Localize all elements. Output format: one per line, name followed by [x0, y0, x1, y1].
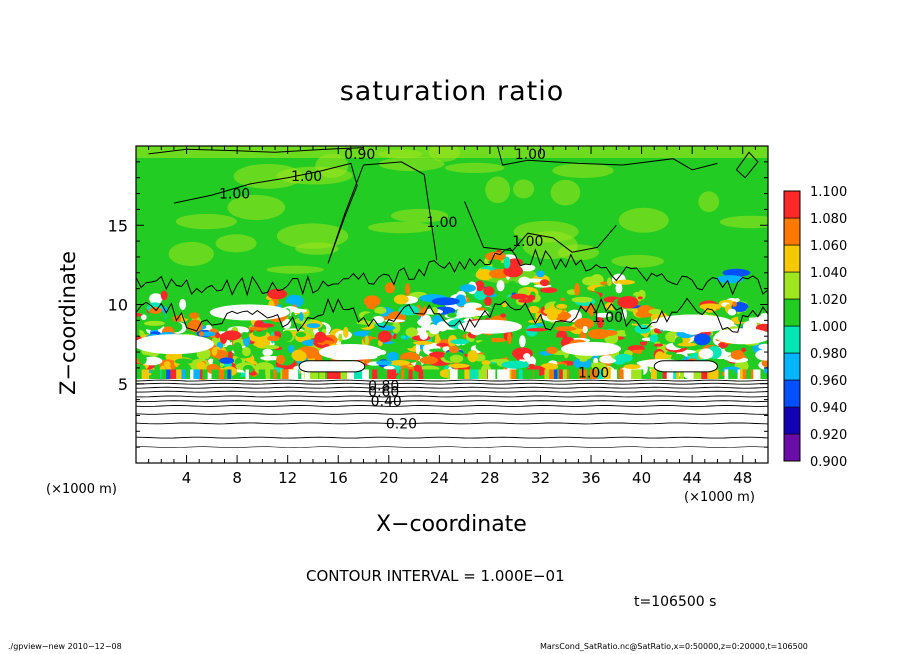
colorbar: 0.900 0.920 0.940 0.960 0.980 1.000 1.020 1.040… — [783, 185, 847, 470]
contour-label: 1.00 — [515, 147, 546, 163]
colorbar-swatch — [783, 406, 801, 435]
colorbar-label: 0.940 — [810, 401, 847, 416]
x-tick-label: 48 — [733, 469, 752, 487]
colorbar-label: 1.060 — [810, 239, 847, 254]
colorbar-label: 1.020 — [810, 293, 847, 308]
colorbar-label: 1.100 — [810, 185, 847, 200]
x-tick-label: 44 — [683, 469, 702, 487]
x-tick-label: 16 — [329, 469, 348, 487]
x-tick-label: 8 — [232, 469, 242, 487]
colorbar-label: 1.040 — [810, 266, 847, 281]
contour-label: 0.40 — [371, 394, 402, 410]
contour-label: 1.00 — [426, 215, 457, 231]
x-unit-label-right: (×1000 m) — [684, 490, 755, 505]
y-axis-label: Z−coordinate — [56, 251, 80, 395]
x-tick-label: 40 — [632, 469, 651, 487]
colorbar-label: 1.080 — [810, 212, 847, 227]
colorbar-swatch — [783, 190, 801, 219]
y-tick-label: 5 — [118, 375, 128, 394]
contour-label: 1.00 — [219, 187, 250, 203]
colorbar-swatch — [783, 217, 801, 246]
colorbar-label: 0.980 — [810, 347, 847, 362]
footer-program-info: ./gpview−new 2010−12−08 — [8, 642, 122, 651]
colorbar-swatch — [783, 379, 801, 408]
colorbar-swatch — [783, 298, 801, 327]
y-tick-label: 15 — [108, 216, 128, 235]
y-tick-label: 10 — [108, 296, 128, 315]
contour-label: 0.90 — [344, 147, 375, 163]
time-stamp: t=106500 s — [634, 594, 717, 610]
x-tick-label: 4 — [182, 469, 192, 487]
contour-label: 1.00 — [592, 310, 623, 326]
contour-label: 1.00 — [578, 366, 609, 382]
x-axis-label: X−coordinate — [376, 512, 527, 537]
contour-lines: 0.20 0.400.600.80 1.00 1.00 1.00 1.00 1.00 1.00… — [136, 146, 768, 448]
contour-interval-note: CONTOUR INTERVAL = 1.000E−01 — [306, 567, 565, 585]
x-tick-label: 24 — [430, 469, 449, 487]
contour-label: 0.20 — [386, 416, 417, 432]
colorbar-label: 0.960 — [810, 374, 847, 389]
colorbar-swatch — [783, 325, 801, 354]
colorbar-swatch — [783, 271, 801, 300]
contour-label: 0.60 — [368, 385, 399, 401]
x-tick-label: 20 — [379, 469, 398, 487]
saturation-field — [136, 146, 768, 463]
x-tick-label: 32 — [531, 469, 550, 487]
colorbar-label: 0.900 — [810, 455, 847, 470]
contour-label: 0.80 — [368, 378, 399, 394]
x-tick-label: 12 — [278, 469, 297, 487]
contour-label: 1.00 — [512, 234, 543, 250]
colorbar-label: 0.920 — [810, 428, 847, 443]
colorbar-swatch — [783, 352, 801, 381]
x-tick-label: 36 — [581, 469, 600, 487]
colorbar-swatch — [783, 244, 801, 273]
x-tick-label: 28 — [480, 469, 499, 487]
x-unit-label-left: (×1000 m) — [46, 482, 117, 497]
colorbar-swatch — [783, 433, 801, 462]
chart-title: saturation ratio — [339, 76, 565, 107]
colorbar-label: 1.000 — [810, 320, 847, 335]
contour-label: 1.00 — [291, 169, 322, 185]
footer-file-info: MarsCond_SatRatio.nc@SatRatio,x=0:50000,… — [540, 642, 808, 651]
